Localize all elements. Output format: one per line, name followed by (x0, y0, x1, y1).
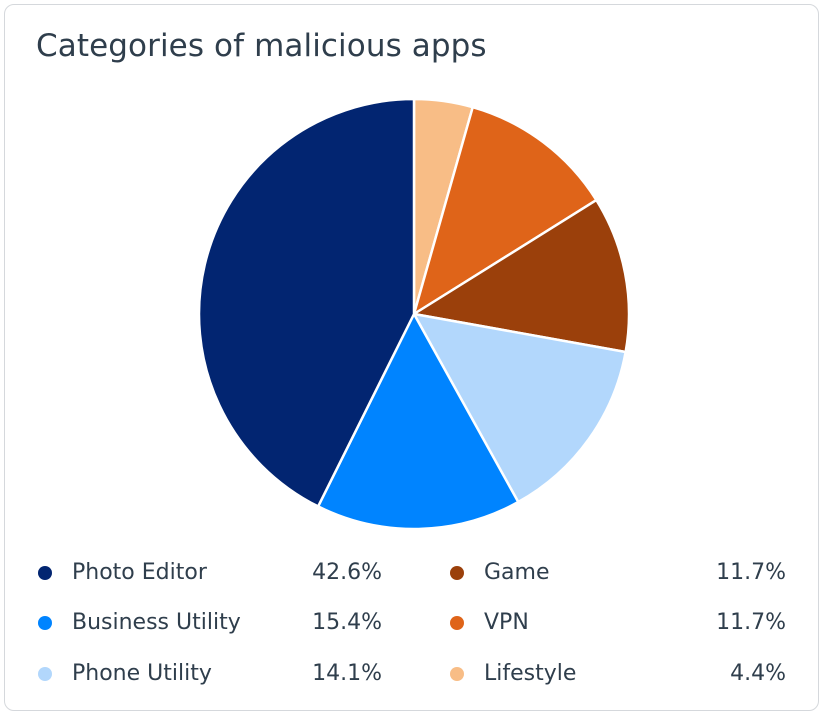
legend-value-lifestyle: 4.4% (730, 661, 786, 686)
legend-value-business-utility: 15.4% (312, 610, 382, 635)
legend-swatch-game (450, 566, 464, 580)
legend-item-game: Game 11.7% (450, 558, 786, 588)
legend-label-vpn: VPN (484, 610, 529, 635)
legend-item-vpn: VPN 11.7% (450, 608, 786, 638)
legend-label-phone-utility: Phone Utility (72, 661, 212, 686)
legend-value-game: 11.7% (716, 560, 786, 585)
pie-slice-vpn (412, 105, 598, 316)
legend-swatch-phone-utility (38, 667, 52, 681)
legend-swatch-lifestyle (450, 667, 464, 681)
legend-item-business-utility: Business Utility 15.4% (38, 608, 382, 638)
legend-value-photo-editor: 42.6% (312, 560, 382, 585)
legend-item-photo-editor: Photo Editor 42.6% (38, 558, 382, 588)
legend-swatch-vpn (450, 616, 464, 630)
chart-title: Categories of malicious apps (36, 28, 487, 64)
legend-label-business-utility: Business Utility (72, 610, 241, 635)
legend-swatch-photo-editor (38, 566, 52, 580)
pie-slice-photo-editor (197, 97, 416, 508)
legend-value-vpn: 11.7% (716, 610, 786, 635)
pie-slice-business-utility (316, 312, 520, 531)
pie-slice-game (412, 198, 631, 354)
legend-value-phone-utility: 14.1% (312, 661, 382, 686)
legend-label-game: Game (484, 560, 550, 585)
pie-slice-phone-utility (412, 312, 627, 504)
legend-item-lifestyle: Lifestyle 4.4% (450, 659, 786, 689)
legend-swatch-business-utility (38, 616, 52, 630)
legend-label-lifestyle: Lifestyle (484, 661, 577, 686)
legend-item-phone-utility: Phone Utility 14.1% (38, 659, 382, 689)
legend-label-photo-editor: Photo Editor (72, 560, 207, 585)
